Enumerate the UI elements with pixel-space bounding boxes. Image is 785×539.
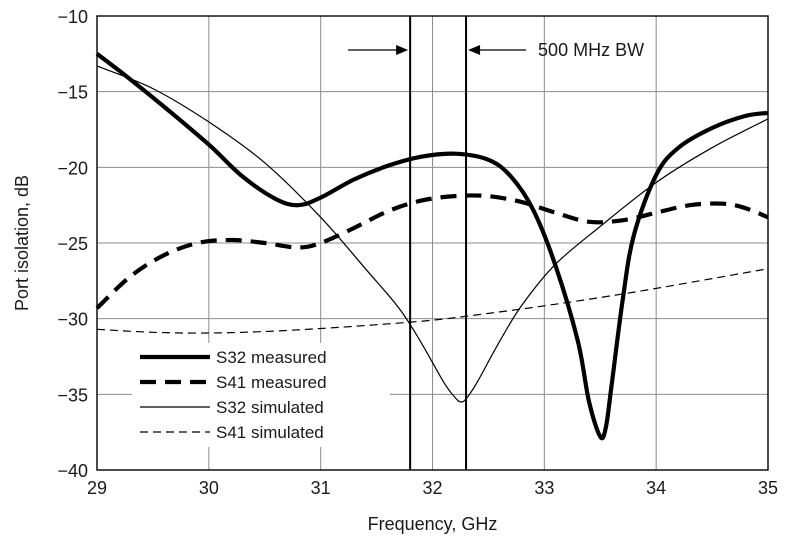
- y-tick-label: −35: [57, 385, 88, 405]
- y-axis-title: Port isolation, dB: [12, 175, 32, 311]
- bandwidth-annotation: 500 MHz BW: [348, 16, 644, 470]
- y-tick-label: −15: [57, 83, 88, 103]
- y-tick-label: −30: [57, 310, 88, 330]
- series-group: [95, 52, 769, 441]
- legend-label-s41-simulated: S41 simulated: [216, 423, 324, 442]
- y-tick-label: −20: [57, 158, 88, 178]
- x-tick-label: 31: [311, 478, 331, 498]
- x-tick-label: 35: [758, 478, 778, 498]
- y-tick-label: −10: [57, 7, 88, 27]
- bandwidth-arrow-right-head: [468, 45, 481, 55]
- series-line-s41-simulated: [96, 268, 769, 334]
- legend-label-s32-simulated: S32 simulated: [216, 398, 324, 417]
- axis-ticks: 29 30 31 32 33 34 35 −10 −15 −20 −25 −30 −35 −40: [57, 7, 778, 498]
- plot-frame: [96, 15, 769, 471]
- x-tick-label: 33: [534, 478, 554, 498]
- legend-background: [132, 343, 390, 447]
- x-tick-label: 34: [646, 478, 666, 498]
- x-axis-title: Frequency, GHz: [368, 514, 498, 534]
- bandwidth-label: 500 MHz BW: [538, 40, 644, 60]
- y-tick-label: −40: [57, 461, 88, 481]
- x-tick-label: 30: [199, 478, 219, 498]
- series-line-s41-measured: [95, 193, 769, 310]
- series-line-s32-simulated: [96, 65, 769, 403]
- x-tick-label: 32: [422, 478, 442, 498]
- legend: S32 measured S41 measured S32 simulated S41…: [132, 343, 390, 447]
- legend-label-s41-measured: S41 measured: [216, 373, 327, 392]
- bandwidth-arrow-left-head: [396, 45, 409, 55]
- legend-label-s32-measured: S32 measured: [216, 348, 327, 367]
- y-tick-label: −25: [57, 234, 88, 254]
- x-tick-label: 29: [87, 478, 107, 498]
